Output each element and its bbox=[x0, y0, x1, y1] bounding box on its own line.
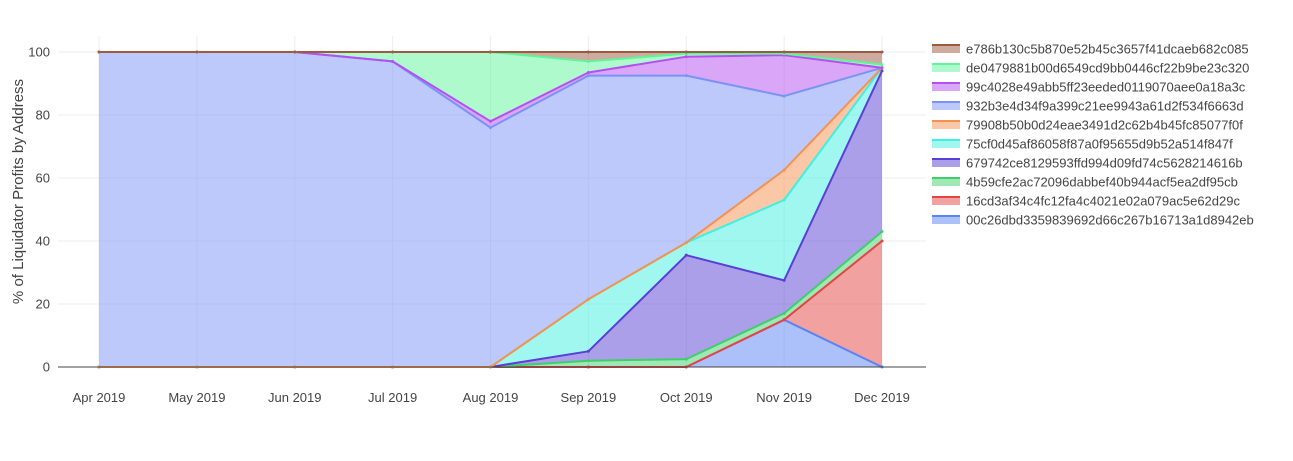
x-tick-label: Aug 2019 bbox=[463, 390, 519, 405]
legend-swatch-fill bbox=[932, 45, 960, 53]
legend-swatch-fill bbox=[932, 83, 960, 91]
data-point[interactable] bbox=[391, 50, 395, 54]
data-point[interactable] bbox=[782, 278, 786, 282]
data-point[interactable] bbox=[782, 198, 786, 202]
x-tick-label: May 2019 bbox=[168, 390, 225, 405]
data-point[interactable] bbox=[782, 94, 786, 98]
legend-label: e786b130c5b870e52b45c3657f41dcaeb682c085 bbox=[966, 42, 1249, 57]
y-axis-title: % of Liquidator Profits by Address bbox=[10, 79, 27, 304]
data-point[interactable] bbox=[586, 59, 590, 63]
data-point[interactable] bbox=[684, 253, 688, 257]
data-point[interactable] bbox=[586, 74, 590, 78]
x-tick-label: Jun 2019 bbox=[268, 390, 322, 405]
data-point[interactable] bbox=[880, 63, 884, 67]
legend-swatch-fill bbox=[932, 102, 960, 110]
legend-item[interactable]: de0479881b00d6549cd9bb0446cf22b9be23c320 bbox=[932, 61, 1249, 76]
y-tick-label: 60 bbox=[36, 171, 50, 186]
data-point[interactable] bbox=[684, 74, 688, 78]
data-point[interactable] bbox=[586, 297, 590, 301]
legend-item[interactable]: 679742ce8129593ffd994d09fd74c5628214616b bbox=[932, 156, 1243, 171]
data-point[interactable] bbox=[782, 318, 786, 322]
area-series-10 bbox=[99, 52, 882, 65]
legend-label: 932b3e4d34f9a399c21ee9943a61d2f534f6663d bbox=[966, 99, 1244, 114]
data-point[interactable] bbox=[586, 359, 590, 363]
data-point[interactable] bbox=[97, 50, 101, 54]
legend-swatch-fill bbox=[932, 216, 960, 224]
data-point[interactable] bbox=[293, 50, 297, 54]
legend-label: 16cd3af34c4fc12fa4c4021e02a079ac5e62d29c bbox=[966, 194, 1240, 209]
area-series-6 bbox=[99, 67, 882, 368]
data-point[interactable] bbox=[586, 50, 590, 54]
area-series-7 bbox=[99, 52, 882, 367]
data-point[interactable] bbox=[195, 50, 199, 54]
data-point[interactable] bbox=[489, 50, 492, 54]
data-point[interactable] bbox=[880, 239, 884, 243]
x-tick-label: Dec 2019 bbox=[854, 390, 910, 405]
series-markers bbox=[97, 50, 884, 369]
data-point[interactable] bbox=[586, 349, 590, 353]
legend-label: 4b59cfe2ac72096dabbef40b944acf5ea2df95cb bbox=[966, 175, 1238, 190]
area-series-1 bbox=[99, 319, 882, 367]
area-series-4 bbox=[99, 70, 882, 368]
x-tick-label: Apr 2019 bbox=[73, 390, 126, 405]
data-point[interactable] bbox=[391, 59, 395, 63]
data-point[interactable] bbox=[489, 119, 492, 123]
legend-swatch-fill bbox=[932, 159, 960, 167]
y-tick-label: 0 bbox=[43, 360, 50, 375]
y-tick-label: 100 bbox=[28, 45, 50, 60]
x-tick-label: Jul 2019 bbox=[368, 390, 417, 405]
x-tick-label: Oct 2019 bbox=[660, 390, 713, 405]
x-axis-ticks: Apr 2019 May 2019 Jun 2019 Jul 2019 Aug 2019… bbox=[73, 390, 910, 405]
data-point[interactable] bbox=[684, 55, 688, 59]
data-point[interactable] bbox=[880, 69, 884, 73]
x-tick-label: Nov 2019 bbox=[756, 390, 812, 405]
data-point[interactable] bbox=[684, 357, 688, 361]
y-tick-label: 40 bbox=[36, 234, 50, 249]
legend-label: 99c4028e49abb5ff23eeded0119070aee0a18a3c bbox=[966, 80, 1246, 95]
data-point[interactable] bbox=[880, 230, 884, 234]
legend-swatch-fill bbox=[932, 121, 960, 129]
area-series-9 bbox=[99, 52, 882, 122]
legend-label: 79908b50b0d24eae3491d2c62b4b45fc85077f0f bbox=[966, 118, 1243, 133]
area-series-8 bbox=[99, 52, 882, 128]
legend-swatch-fill bbox=[932, 64, 960, 72]
y-tick-label: 20 bbox=[36, 297, 50, 312]
data-point[interactable] bbox=[880, 66, 884, 70]
data-point[interactable] bbox=[782, 50, 786, 54]
legend-item[interactable]: 16cd3af34c4fc12fa4c4021e02a079ac5e62d29c bbox=[932, 194, 1240, 209]
data-point[interactable] bbox=[684, 50, 688, 54]
data-point[interactable] bbox=[684, 241, 688, 245]
data-point[interactable] bbox=[489, 126, 492, 130]
legend-item[interactable]: 99c4028e49abb5ff23eeded0119070aee0a18a3c bbox=[932, 80, 1246, 95]
legend-label: de0479881b00d6549cd9bb0446cf22b9be23c320 bbox=[966, 61, 1249, 76]
y-tick-label: 80 bbox=[36, 108, 50, 123]
legend-item[interactable]: 00c26dbd3359839692d66c267b16713a1d8942eb bbox=[932, 213, 1254, 228]
data-point[interactable] bbox=[586, 70, 590, 74]
legend: e786b130c5b870e52b45c3657f41dcaeb682c085… bbox=[932, 42, 1254, 228]
legend-swatch-fill bbox=[932, 178, 960, 186]
legend-item[interactable]: e786b130c5b870e52b45c3657f41dcaeb682c085 bbox=[932, 42, 1249, 57]
legend-label: 679742ce8129593ffd994d09fd74c5628214616b bbox=[966, 156, 1243, 171]
area-series bbox=[99, 52, 882, 368]
legend-label: 00c26dbd3359839692d66c267b16713a1d8942eb bbox=[966, 213, 1254, 228]
data-point[interactable] bbox=[880, 50, 884, 54]
legend-label: 75cf0d45af86058f87a0f95655d9b52a514f847f bbox=[966, 137, 1233, 152]
data-point[interactable] bbox=[782, 311, 786, 315]
legend-swatch-fill bbox=[932, 197, 960, 205]
legend-item[interactable]: 75cf0d45af86058f87a0f95655d9b52a514f847f bbox=[932, 137, 1233, 152]
x-tick-label: Sep 2019 bbox=[561, 390, 617, 405]
legend-item[interactable]: 4b59cfe2ac72096dabbef40b944acf5ea2df95cb bbox=[932, 175, 1238, 190]
data-point[interactable] bbox=[782, 168, 786, 172]
legend-item[interactable]: 79908b50b0d24eae3491d2c62b4b45fc85077f0f bbox=[932, 118, 1243, 133]
y-axis-ticks: 0 20 40 60 80 100 bbox=[28, 45, 50, 375]
legend-swatch-fill bbox=[932, 140, 960, 148]
legend-item[interactable]: 932b3e4d34f9a399c21ee9943a61d2f534f6663d bbox=[932, 99, 1244, 114]
